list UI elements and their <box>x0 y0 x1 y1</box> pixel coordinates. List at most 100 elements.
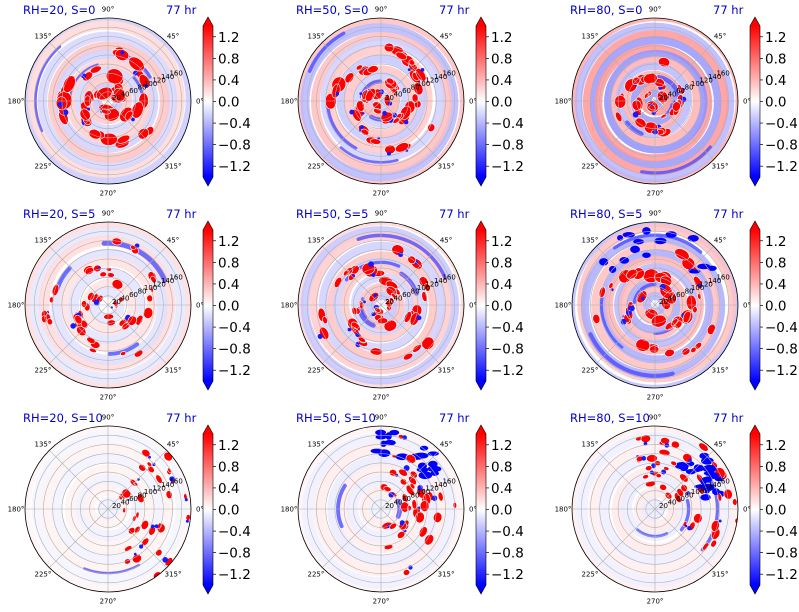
updraft-cell <box>128 527 136 535</box>
downdraft-cell <box>633 238 644 245</box>
wave-ring <box>60 256 158 353</box>
radial-tick-label: 160 <box>169 69 182 77</box>
radial-tick-label: 80 <box>411 491 420 499</box>
downdraft-cell <box>684 524 688 528</box>
angular-tick-label: 225° <box>582 571 599 579</box>
radial-tick-label: 20 <box>112 298 121 306</box>
colorbar-outline <box>475 220 487 391</box>
wave-ring <box>572 18 738 184</box>
downdraft-cell <box>93 299 100 306</box>
colorbar-tick-label: 0.4 <box>765 277 786 293</box>
angular-gridline <box>107 100 167 160</box>
updraft-cell <box>680 484 688 493</box>
angular-gridline <box>654 42 714 102</box>
colorbar-tick-label: −0.8 <box>218 546 251 562</box>
downdraft-cell <box>120 50 125 55</box>
angular-tick-label: 180° <box>555 98 572 106</box>
angular-gridline <box>596 246 656 306</box>
downdraft-cell <box>398 252 404 258</box>
radial-tick-label: 40 <box>394 498 403 506</box>
angular-gridline <box>107 304 167 364</box>
updraft-cell <box>423 283 431 292</box>
downdraft-cell <box>641 456 647 461</box>
downdraft-cell <box>718 519 722 523</box>
downdraft-cell <box>362 112 365 115</box>
updraft-cell <box>411 93 419 103</box>
radial-tick-label: 140 <box>434 277 447 285</box>
angular-tick-label: 315° <box>438 367 455 375</box>
panel-title: RH=50, S=10 <box>296 411 376 425</box>
angular-tick-label: 315° <box>712 367 729 375</box>
radial-tick-label: 140 <box>708 277 721 285</box>
downdraft-cell <box>139 544 144 549</box>
downdraft-cell <box>427 465 442 473</box>
colorbar-outline <box>475 424 487 595</box>
radial-tick-label: 80 <box>138 491 147 499</box>
updraft-cell <box>660 113 668 119</box>
radial-tick-label: 120 <box>152 280 165 288</box>
angular-gridline <box>380 508 440 568</box>
downdraft-cell <box>317 333 323 339</box>
colorbar-tick-label: −1.2 <box>218 159 251 175</box>
downdraft-cell <box>697 283 702 288</box>
downdraft-cell <box>408 565 413 570</box>
downdraft-cell <box>384 439 396 446</box>
polar-frame <box>24 221 192 389</box>
angular-tick-label: 90° <box>649 414 661 422</box>
angular-tick-label: 315° <box>165 367 182 375</box>
updraft-cell <box>138 464 147 472</box>
downdraft-cell <box>70 323 76 329</box>
downdraft-cell <box>620 318 627 325</box>
downdraft-cell <box>642 227 651 235</box>
wave-ring <box>50 451 163 564</box>
updraft-cell <box>131 101 144 119</box>
radial-tick-label: 160 <box>169 477 182 485</box>
blue-band <box>399 271 419 296</box>
updraft-cell <box>418 526 428 538</box>
updraft-cell <box>135 511 140 519</box>
colorbar-tick-label: −1.2 <box>218 567 251 583</box>
polar-plot: 0°45°90°135°180°225°270°315°20 40 60 801001… <box>281 414 524 606</box>
colorbar-tick-label: 0.4 <box>765 481 786 497</box>
downdraft-cell <box>688 458 692 463</box>
downdraft-cell <box>642 252 651 258</box>
downdraft-cell <box>392 112 397 118</box>
colorbar-tick-label: 1.2 <box>765 30 786 46</box>
angular-gridline <box>654 100 714 160</box>
updraft-cell <box>383 319 398 332</box>
colorbar-tick-label: −0.4 <box>491 320 524 336</box>
panel-time-label: 77 hr <box>439 3 470 17</box>
angular-tick-label: 0° <box>196 506 204 514</box>
downdraft-cell <box>419 445 429 451</box>
colorbar-tick-label: −0.8 <box>218 138 251 154</box>
angular-gridline <box>322 304 382 364</box>
radial-tick-label: 60 <box>676 87 685 95</box>
updraft-cell <box>405 454 417 464</box>
updraft-cell <box>646 454 658 463</box>
colorbar-extend-low <box>750 177 760 186</box>
angular-gridline <box>107 450 167 510</box>
colorbar-tick-label: −0.4 <box>765 116 798 132</box>
updraft-cell <box>357 336 366 343</box>
colorbar-tick-label: −0.4 <box>765 524 798 540</box>
angular-tick-label: 135° <box>582 32 599 40</box>
angular-tick-label: 135° <box>35 236 52 244</box>
angular-gridline <box>380 450 440 510</box>
radial-tick-label: 100 <box>417 284 430 292</box>
angular-tick-label: 135° <box>582 440 599 448</box>
updraft-cell <box>374 307 381 313</box>
downdraft-cell <box>697 263 711 270</box>
updraft-cell <box>99 271 107 278</box>
colorbar-tick-label: 0.0 <box>218 95 239 111</box>
angular-tick-label: 315° <box>712 163 729 171</box>
blue-band <box>101 240 168 283</box>
updraft-cell <box>137 127 150 140</box>
angular-tick-label: 270° <box>373 190 390 198</box>
downdraft-cell <box>403 465 410 471</box>
downdraft-cell <box>701 457 714 465</box>
downdraft-cell <box>355 332 360 337</box>
colorbar-extend-high <box>203 221 213 230</box>
wave-ring <box>594 44 713 162</box>
downdraft-cell <box>700 494 711 501</box>
angular-tick-label: 45° <box>714 440 726 448</box>
